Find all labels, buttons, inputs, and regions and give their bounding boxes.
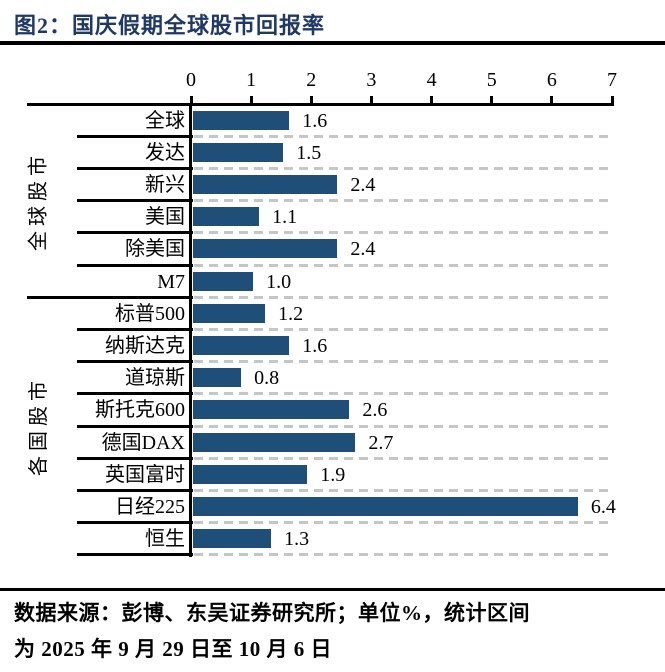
bar-value-label: 1.1 (272, 206, 298, 229)
axis-tick-label: 5 (486, 69, 497, 91)
grid-dashline (194, 488, 614, 492)
axis-tick-label: 0 (186, 69, 196, 91)
category-label: 美国 (145, 206, 185, 229)
axis-tick (189, 96, 193, 104)
grid-dashline (194, 360, 614, 364)
axis-tick-label: 7 (607, 69, 617, 91)
category-label: 英国富时 (105, 463, 185, 486)
row-separator (77, 327, 193, 331)
row-separator (77, 360, 193, 364)
grid-dashline (194, 166, 614, 170)
grid-dashline (194, 456, 614, 460)
category-label: 恒生 (145, 528, 185, 551)
source-note-line2: 为 2025 年 9 月 29 日至 10 月 6 日 (14, 637, 332, 661)
row-separator (77, 488, 193, 492)
x-axis-line (27, 103, 614, 106)
grid-dashline (194, 199, 614, 203)
row-separator (77, 231, 193, 235)
category-label: 斯托克600 (95, 399, 185, 422)
row-separator (77, 166, 193, 170)
axis-tick (490, 96, 494, 104)
axis-tick-label: 2 (306, 69, 317, 91)
category-label: 新兴 (145, 173, 185, 196)
bar-value-label: 2.7 (368, 431, 394, 454)
category-label: 纳斯达克 (105, 334, 185, 357)
bar-value-label: 1.9 (320, 463, 346, 486)
footer-divider-rule (0, 588, 665, 591)
category-label: 全球 (145, 109, 185, 132)
bar-value-label: 1.5 (296, 141, 322, 164)
grid-dashline (194, 392, 614, 396)
bar (193, 142, 284, 162)
bar-value-label: 1.2 (278, 302, 304, 325)
bar-value-label: 6.4 (590, 495, 616, 518)
bar-value-label: 2.6 (362, 399, 388, 422)
bar (193, 303, 266, 323)
category-label: 发达 (145, 141, 185, 164)
axis-tick-label: 3 (366, 69, 377, 91)
row-separator (77, 199, 193, 203)
grid-dashline (194, 134, 614, 138)
grid-dashline (194, 231, 614, 235)
bar (193, 496, 578, 516)
axis-tick (369, 96, 373, 104)
axis-tick (309, 96, 313, 104)
bar (193, 239, 338, 259)
bar-value-label: 1.6 (302, 109, 328, 132)
category-label: 日经225 (115, 495, 185, 518)
bar-value-label: 2.4 (350, 238, 376, 261)
category-label: M7 (157, 270, 185, 293)
grid-dashline (194, 327, 614, 331)
axis-tick (610, 96, 614, 104)
group-boundary-line (27, 295, 193, 299)
grid-dashline (194, 263, 614, 267)
category-label: 道琼斯 (125, 367, 185, 390)
axis-tick (249, 96, 253, 104)
row-separator (77, 553, 193, 557)
figure-title: 图2：国庆假期全球股市回报率 (14, 13, 326, 38)
row-separator (77, 263, 193, 267)
grid-dashline (194, 553, 614, 557)
category-label: 标普500 (115, 302, 185, 325)
bar (193, 271, 254, 291)
title-divider-rule (0, 41, 665, 45)
bar (193, 174, 338, 194)
bar (193, 335, 290, 355)
bar (193, 207, 260, 227)
row-separator (77, 392, 193, 396)
axis-tick-label: 4 (426, 69, 437, 91)
category-label: 除美国 (125, 238, 185, 261)
axis-tick-label: 6 (546, 69, 557, 91)
row-separator (77, 521, 193, 525)
bar (193, 400, 350, 420)
bar-value-label: 1.6 (302, 334, 328, 357)
bar (193, 368, 242, 388)
category-label: 德国DAX (101, 431, 185, 454)
row-separator (77, 134, 193, 138)
bar (193, 464, 308, 484)
grid-dashline (194, 521, 614, 525)
axis-tick (430, 96, 434, 104)
bar (193, 110, 290, 130)
bar (193, 529, 272, 549)
bar-value-label: 1.3 (284, 528, 310, 551)
axis-tick-label: 1 (246, 69, 257, 91)
grid-dashline (194, 295, 614, 299)
source-note-line1: 数据来源：彭博、东吴证券研究所；单位%，统计区间 (14, 601, 530, 625)
grid-dashline (194, 424, 614, 428)
group-label: 全球股市 (28, 150, 50, 251)
group-label: 各国股市 (28, 376, 50, 476)
row-separator (77, 424, 193, 428)
bar-value-label: 1.0 (266, 270, 292, 293)
bar-value-label: 0.8 (254, 367, 280, 390)
bar (193, 432, 356, 452)
axis-tick (550, 96, 554, 104)
bar-value-label: 2.4 (350, 173, 376, 196)
row-separator (77, 456, 193, 460)
